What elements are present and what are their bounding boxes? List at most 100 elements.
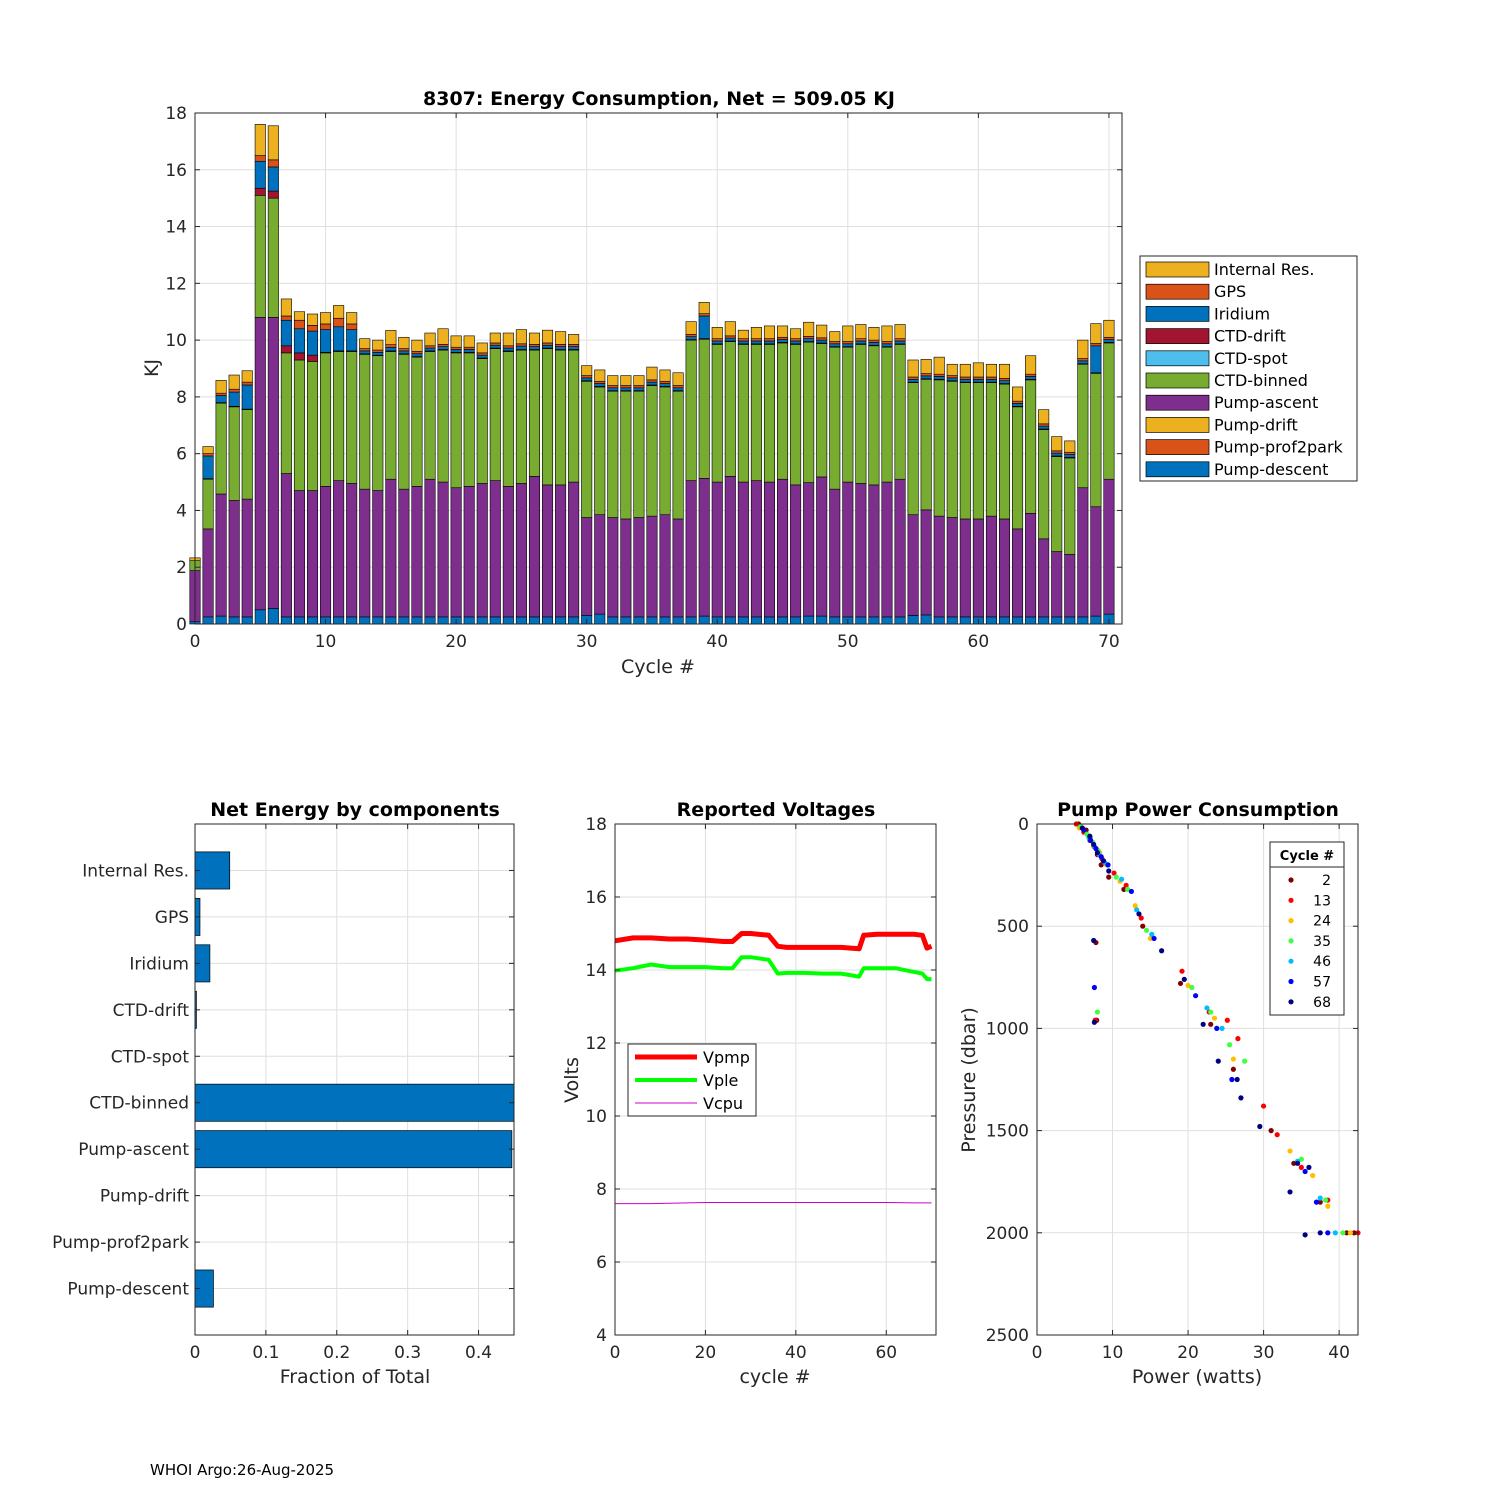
x-tick-label: 40 (1328, 1343, 1350, 1363)
bar-segment (346, 483, 358, 618)
bar-segment (293, 359, 305, 491)
bar-segment (777, 339, 789, 343)
bar-segment (659, 616, 671, 625)
bar-segment (763, 616, 776, 625)
legend-label: 35 (1313, 934, 1331, 950)
bar-segment (215, 493, 227, 617)
x-tick-label: 0 (190, 632, 201, 652)
bar-segment (750, 327, 762, 339)
bar-segment (450, 487, 462, 618)
voltages-chart-title: Reported Voltages (677, 799, 876, 821)
bar-segment (293, 328, 305, 354)
bar-segment (411, 616, 423, 625)
bar-segment (685, 480, 697, 618)
bar-segment (594, 383, 606, 387)
bar-segment (698, 313, 710, 317)
bar-segment (842, 346, 854, 483)
bar-segment (933, 373, 945, 377)
bar-segment (698, 315, 710, 339)
bar-segment (1051, 551, 1063, 618)
bar-segment (750, 480, 762, 618)
legend-label: 68 (1313, 995, 1331, 1011)
bar-segment (306, 490, 319, 618)
scatter-point (1302, 1232, 1308, 1238)
bar-segment (803, 321, 815, 337)
bar-segment (489, 480, 501, 618)
scatter-point (1093, 845, 1099, 852)
legend-swatch (1145, 283, 1210, 300)
bar-segment (816, 476, 828, 617)
bar-segment (933, 515, 945, 618)
bar-segment (515, 616, 527, 625)
bar-segment (541, 344, 554, 349)
bar-segment (463, 335, 475, 348)
bar-segment (633, 385, 645, 389)
scatter-point (1113, 874, 1119, 880)
bar-segment (320, 312, 332, 325)
bar-segment (594, 380, 606, 384)
legend-marker (1288, 897, 1294, 903)
bar-segment (1025, 512, 1037, 618)
bar-segment (280, 473, 292, 618)
bar-segment (568, 349, 580, 483)
bar-segment (320, 329, 332, 353)
bar-segment (254, 160, 266, 189)
bar-segment (685, 336, 697, 340)
bar-segment (293, 311, 305, 321)
scatter-point (1306, 1164, 1312, 1170)
bar-segment (346, 312, 358, 325)
bar-segment (385, 616, 397, 625)
bar-segment (372, 349, 384, 353)
bar-segment (372, 355, 384, 491)
x-tick-label: 0.4 (465, 1343, 492, 1363)
y-tick-label: 16 (165, 161, 187, 181)
scatter-point (1149, 931, 1155, 937)
bar-segment (1025, 373, 1037, 377)
scatter-point (1189, 984, 1195, 991)
pump-power-chart: 0 10 20 30 40 0 500 1000 1500 2000 2500 Pump Power… (958, 799, 1361, 1388)
bar-segment (1038, 425, 1050, 430)
bar-segment (972, 382, 984, 520)
bar-segment (829, 616, 841, 625)
bar-segment (528, 349, 540, 477)
bar-segment (972, 378, 984, 383)
bar-segment (777, 616, 789, 625)
legend-marker (1288, 999, 1294, 1005)
legend-marker (1288, 958, 1294, 964)
bar-segment (803, 338, 815, 342)
bar-segment (737, 481, 749, 618)
bar-segment (998, 363, 1011, 379)
bar-segment (829, 331, 841, 342)
legend-marker (1288, 938, 1294, 944)
legend-label: Pump-drift (1214, 415, 1298, 434)
bar-segment (489, 348, 501, 481)
bar-segment (320, 323, 332, 330)
legend-swatch (1145, 439, 1210, 455)
bar-segment (215, 380, 227, 394)
bar-segment (998, 380, 1011, 384)
y-tick-label: Pump-ascent (78, 1140, 189, 1160)
bar-segment (933, 356, 945, 375)
voltages-chart-ylabel: Volts (561, 1057, 583, 1103)
bar-segment (816, 343, 828, 478)
bar-segment (737, 344, 749, 483)
bar-segment (907, 514, 919, 616)
bar-segment (646, 381, 658, 386)
bar-segment (816, 324, 828, 339)
y-tick-label: 12 (165, 274, 187, 294)
bar-segment (724, 476, 736, 618)
legend-label: Pump-prof2park (1214, 438, 1344, 457)
bar-segment (750, 344, 762, 481)
scatter-point (1134, 907, 1140, 913)
bar-segment (502, 351, 514, 487)
bar-segment (241, 409, 253, 500)
legend-marker (1288, 978, 1294, 985)
y-tick-label: 12 (585, 1034, 607, 1054)
x-tick-label: 60 (968, 632, 990, 652)
bar-segment (215, 395, 227, 403)
bar-segment (515, 349, 527, 484)
bar-segment (959, 518, 971, 618)
scatter-point (1298, 1164, 1304, 1170)
legend-label: CTD-binned (1214, 371, 1308, 390)
fraction-bar (194, 1130, 513, 1169)
